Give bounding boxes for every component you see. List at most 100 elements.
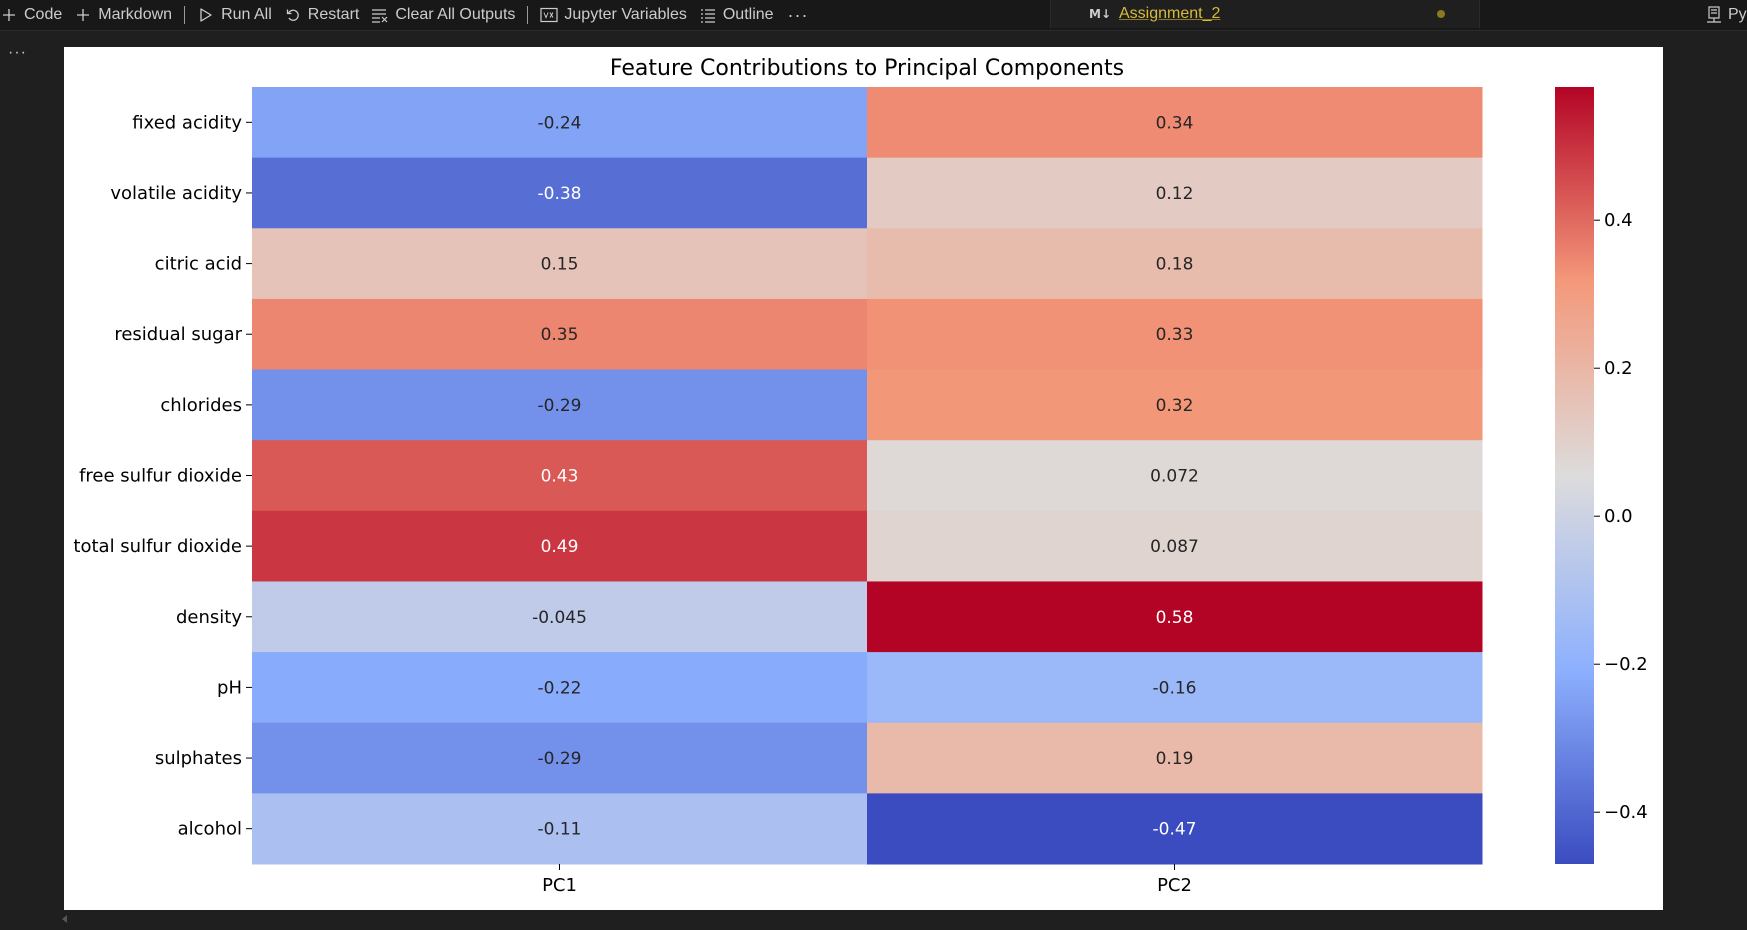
cell-annotation: -0.38 xyxy=(538,184,582,204)
y-tick-label: citric acid xyxy=(155,254,242,275)
y-tick-label: fixed acidity xyxy=(132,112,242,133)
toolbar-divider xyxy=(527,6,529,24)
heatmap-cell xyxy=(252,581,868,653)
cell-output-actions-button[interactable]: ··· xyxy=(8,44,27,61)
kernel-picker-button[interactable]: Py xyxy=(1706,0,1747,30)
clear-all-outputs-button[interactable]: Clear All Outputs xyxy=(365,0,521,30)
heatmap-cell xyxy=(252,157,868,229)
cell-annotation: -0.11 xyxy=(538,820,582,840)
clear-all-icon xyxy=(371,6,389,24)
cell-annotation: -0.24 xyxy=(538,113,582,133)
y-tick-label: residual sugar xyxy=(114,324,242,345)
add-code-cell-button[interactable]: Code xyxy=(0,0,68,30)
horizontal-scrollbar[interactable] xyxy=(0,913,1747,930)
jupyter-variables-label: Jupyter Variables xyxy=(564,6,687,23)
scroll-left-icon[interactable] xyxy=(62,915,67,923)
y-tick-label: chlorides xyxy=(160,395,242,416)
colorbar-tick-label: 0.4 xyxy=(1604,210,1633,231)
play-icon xyxy=(197,6,215,24)
heatmap-cell xyxy=(867,87,1483,159)
cell-annotation: 0.43 xyxy=(541,467,579,487)
cell-annotation: 0.15 xyxy=(541,255,579,275)
heatmap-cell xyxy=(252,652,868,724)
jupyter-variables-button[interactable]: Jupyter Variables xyxy=(534,0,692,30)
y-tick-label: density xyxy=(176,607,242,628)
heatmap-cell xyxy=(252,298,868,371)
heatmap-cell xyxy=(252,510,868,582)
cell-annotation: 0.49 xyxy=(541,537,579,557)
heatmap-cell xyxy=(867,652,1483,724)
plus-icon xyxy=(0,6,18,24)
heatmap-cell xyxy=(867,298,1483,371)
heatmap-cell xyxy=(867,369,1483,441)
cell-annotation: 0.087 xyxy=(1150,537,1199,557)
cell-annotation: 0.58 xyxy=(1156,608,1194,628)
outline-button[interactable]: Outline xyxy=(693,0,780,30)
y-tick-label: total sulfur dioxide xyxy=(73,536,242,557)
heatmap-chart: Feature Contributions to Principal Compo… xyxy=(73,56,1647,896)
y-tick-label: sulphates xyxy=(155,748,242,769)
add-code-cell-label: Code xyxy=(24,6,63,23)
heatmap-cell xyxy=(252,228,868,300)
editor-tab-title: Assignment_2 xyxy=(1119,5,1221,22)
heatmap-cell xyxy=(252,722,868,794)
heatmap-cell xyxy=(867,581,1483,653)
colorbar-tick-label: 0.0 xyxy=(1604,506,1633,527)
heatmap-cell xyxy=(867,793,1483,865)
notebook-toolbar: Code Markdown Run All Restart Clear All … xyxy=(0,0,1747,31)
kernel-label: Py xyxy=(1728,6,1747,23)
restart-button[interactable]: Restart xyxy=(278,0,366,30)
outline-label: Outline xyxy=(722,6,774,23)
more-actions-button[interactable]: ··· xyxy=(787,4,809,25)
run-all-label: Run All xyxy=(221,6,272,23)
add-markdown-cell-button[interactable]: Markdown xyxy=(68,0,178,30)
y-tick-label: volatile acidity xyxy=(110,183,242,204)
heatmap-cell xyxy=(252,87,868,159)
markdown-file-icon: M↓ xyxy=(1089,7,1111,21)
editor-tab-assignment[interactable]: M↓ Assignment_2 xyxy=(1050,0,1480,28)
cell-annotation: 0.18 xyxy=(1156,255,1194,275)
y-tick-label: pH xyxy=(217,677,242,698)
cell-annotation: 0.19 xyxy=(1156,749,1194,769)
restart-label: Restart xyxy=(307,6,360,23)
heatmap-figure: Feature Contributions to Principal Compo… xyxy=(73,56,1647,896)
cell-annotation: -0.29 xyxy=(538,749,582,769)
heatmap-cell xyxy=(867,157,1483,229)
cell-annotation: 0.072 xyxy=(1150,467,1199,487)
chart-title: Feature Contributions to Principal Compo… xyxy=(610,56,1124,81)
add-markdown-cell-label: Markdown xyxy=(98,6,173,23)
colorbar xyxy=(1555,87,1594,864)
heatmap-cell xyxy=(252,369,868,441)
cell-annotation: -0.22 xyxy=(538,678,582,698)
heatmap-cell xyxy=(867,722,1483,794)
clear-all-outputs-label: Clear All Outputs xyxy=(395,6,516,23)
variables-icon xyxy=(540,6,559,24)
cell-annotation: 0.32 xyxy=(1156,396,1194,416)
cell-annotation: -0.16 xyxy=(1153,678,1197,698)
plus-icon xyxy=(74,6,92,24)
cell-annotation: -0.045 xyxy=(532,608,587,628)
cell-annotation: -0.47 xyxy=(1153,820,1197,840)
toolbar-divider xyxy=(184,6,186,24)
y-tick-label: free sulfur dioxide xyxy=(79,466,242,487)
x-tick-label: PC2 xyxy=(1157,875,1192,896)
run-all-button[interactable]: Run All xyxy=(191,0,278,30)
heatmap-cell xyxy=(252,440,868,512)
colorbar-tick-label: −0.2 xyxy=(1604,654,1648,675)
colorbar-tick-label: 0.2 xyxy=(1604,358,1633,379)
cell-output: Feature Contributions to Principal Compo… xyxy=(64,47,1663,910)
kernel-icon xyxy=(1706,6,1722,24)
heatmap-cell xyxy=(867,440,1483,512)
unsaved-indicator-icon xyxy=(1437,10,1445,18)
colorbar-tick-label: −0.4 xyxy=(1604,802,1648,823)
cell-annotation: 0.34 xyxy=(1156,113,1194,133)
heatmap-cell xyxy=(252,793,868,865)
list-icon xyxy=(699,6,717,24)
cell-annotation: 0.35 xyxy=(541,325,579,345)
heatmap-cell xyxy=(867,228,1483,300)
heatmap-cell xyxy=(867,510,1483,582)
x-tick-label: PC1 xyxy=(542,875,577,896)
cell-annotation: 0.33 xyxy=(1156,325,1194,345)
cell-annotation: -0.29 xyxy=(538,396,582,416)
restart-icon xyxy=(284,6,302,24)
